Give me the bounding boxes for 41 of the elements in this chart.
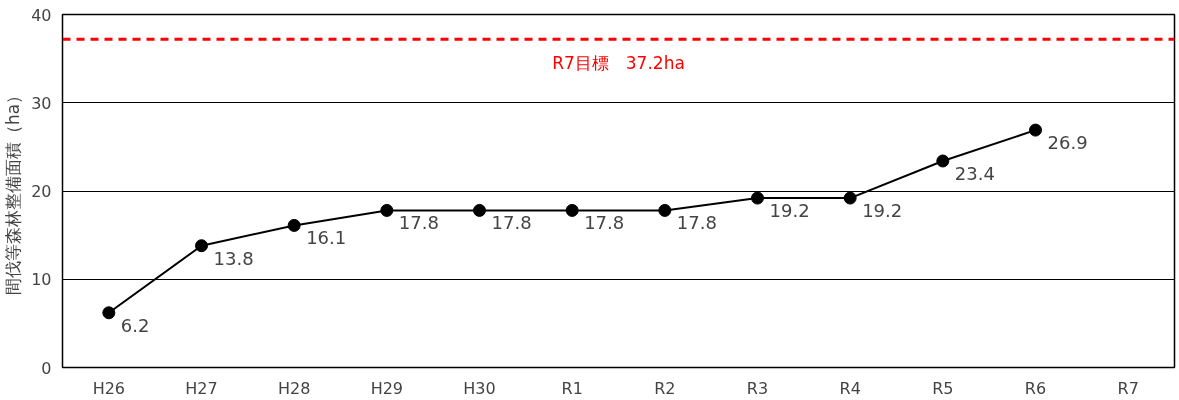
point — [936, 154, 950, 168]
data-label: 23.4 — [954, 162, 995, 184]
point — [102, 306, 116, 320]
x-tick-label: R7 — [1117, 378, 1139, 398]
y-tick-label: 10 — [31, 270, 52, 290]
point — [1029, 123, 1042, 137]
data-label: 17.8 — [584, 212, 625, 234]
ref-line-label: R7目標 37.2ha — [552, 53, 685, 74]
x-tick-label: R2 — [654, 378, 676, 398]
point — [473, 203, 486, 217]
x-tick-label: R3 — [746, 378, 769, 398]
data-label: 17.8 — [398, 212, 439, 234]
data-label: 16.1 — [306, 227, 347, 249]
data-label: 6.2 — [120, 314, 150, 336]
point — [658, 203, 672, 217]
point — [565, 203, 579, 217]
x-tick-label: H28 — [277, 378, 311, 398]
y-tick-label: 40 — [31, 5, 52, 25]
y-tick-label: 0 — [41, 358, 52, 378]
x-tick-label: R1 — [561, 378, 583, 398]
data-label: 26.9 — [1047, 132, 1088, 154]
data-label: 13.8 — [213, 247, 254, 269]
x-tick-label: R6 — [1024, 378, 1047, 398]
data-label: 19.2 — [769, 200, 810, 222]
x-tick-label: R5 — [932, 378, 954, 398]
x-tick-label: H26 — [92, 378, 126, 398]
y-tick-label: 30 — [31, 93, 52, 113]
point — [843, 191, 857, 205]
data-label: 17.8 — [491, 212, 532, 234]
point — [751, 191, 764, 205]
point — [380, 203, 394, 217]
y-tick-label: 20 — [31, 182, 52, 201]
x-tick-label: R4 — [839, 378, 861, 398]
data-label: 19.2 — [862, 200, 903, 222]
y-axis-title: 間伐等森林整備面積（ha） — [3, 86, 24, 296]
point — [195, 239, 208, 253]
point — [287, 218, 301, 232]
x-tick-label: H29 — [370, 378, 404, 398]
data-label: 17.8 — [676, 212, 717, 234]
x-tick-label: H27 — [185, 378, 218, 398]
x-tick-label: H30 — [463, 378, 496, 398]
